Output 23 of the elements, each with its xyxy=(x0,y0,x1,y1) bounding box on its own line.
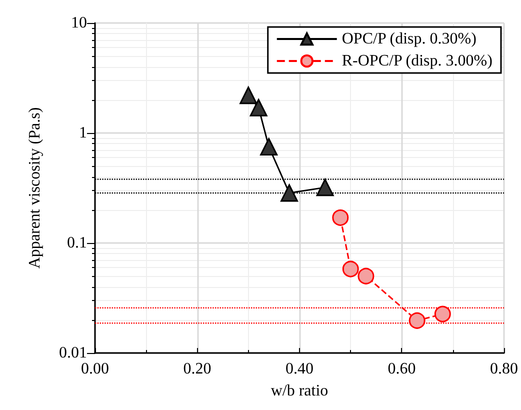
point xyxy=(260,138,278,156)
y-tick-label: 10 xyxy=(71,14,87,32)
y-axis-title: Apparent viscosity (Pa.s) xyxy=(26,107,44,269)
x-tick-label: 0.60 xyxy=(388,360,416,378)
x-tick-label: 0.80 xyxy=(490,360,518,378)
point xyxy=(250,98,268,116)
y-tick-label: 1 xyxy=(79,124,87,142)
point xyxy=(408,312,426,329)
legend-label: OPC/P (disp. 0.30%) xyxy=(342,30,476,48)
x-tick-label: 0.40 xyxy=(286,360,314,378)
point xyxy=(332,209,349,226)
x-axis-title: w/b ratio xyxy=(270,382,328,400)
x-tick-label: 0.20 xyxy=(183,360,212,378)
legend-label: R-OPC/P (disp. 3.00%) xyxy=(342,52,492,70)
point xyxy=(280,184,298,202)
point xyxy=(358,268,374,284)
x-tick-label: 0.00 xyxy=(81,360,109,378)
point xyxy=(434,306,451,322)
point xyxy=(316,178,334,196)
y-tick-label: 0.01 xyxy=(59,344,87,362)
point xyxy=(342,260,359,278)
point xyxy=(240,86,258,104)
y-tick-label: 0.1 xyxy=(67,234,87,252)
